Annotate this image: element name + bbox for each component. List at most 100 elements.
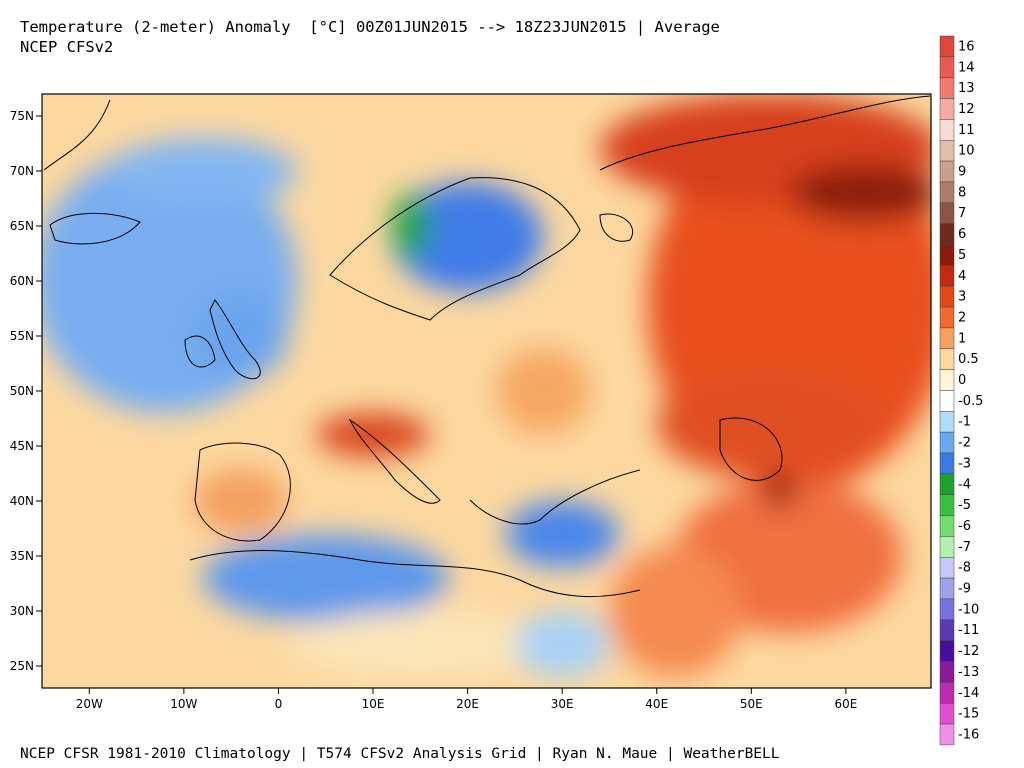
legend-swatch: [939, 577, 955, 600]
legend-label: 2: [958, 310, 966, 325]
legend-swatch: [939, 390, 955, 412]
lat-tick-label: 45N: [10, 439, 34, 453]
legend-label: 16: [958, 39, 975, 54]
legend-label: -4: [958, 477, 971, 492]
white-sea-coast: [599, 213, 633, 242]
anomaly-region-middle-east-warm: [609, 545, 742, 677]
legend-label: 12: [958, 102, 975, 117]
color-legend: 16 14 13 12 11 10 9 8 7 6 5 4 3 2 1 0.5 0 -0.5 -1 -2 -3 -4 -5 -…: [939, 35, 983, 746]
legend-label: -0.5: [958, 394, 983, 409]
legend-swatch: [939, 598, 955, 621]
legend-swatch: [939, 494, 955, 516]
anomaly-region-kazakhstan-warm: [656, 369, 884, 479]
anomaly-region-norway-mountains-very-cold: [391, 193, 430, 259]
legend-swatch: [939, 536, 955, 558]
legend-swatch: [939, 411, 955, 433]
lon-tick-label: 20E: [456, 697, 479, 711]
lon-tick-label: 40E: [645, 697, 668, 711]
legend-swatch: [939, 348, 955, 370]
arctic-coast: [599, 95, 931, 171]
legend-swatch: [939, 223, 955, 245]
lon-tick-label: 0: [275, 697, 283, 711]
anomaly-region-ukraine-warm: [495, 347, 591, 435]
britain-coast: [209, 299, 261, 380]
lat-tick-label: 60N: [10, 274, 34, 288]
legend-swatch: [939, 35, 955, 58]
legend-label: -14: [958, 686, 979, 701]
legend-swatch: [939, 723, 955, 746]
anomaly-region-eastern-med-cool: [505, 501, 619, 567]
legend-swatch: [939, 452, 955, 475]
legend-label: 7: [958, 206, 966, 221]
legend-label: -5: [958, 498, 971, 513]
lat-tick-label: 75N: [10, 109, 34, 123]
legend-label: 14: [958, 60, 975, 75]
legend-swatch: [939, 244, 955, 266]
legend-label: -9: [958, 582, 971, 597]
anomaly-region-caspian-hot: [760, 473, 799, 507]
anomaly-region-arabia-cool: [514, 611, 610, 677]
greenland-coast: [43, 99, 111, 171]
anomaly-regions: [42, 94, 931, 677]
anomaly-region-sahara-south-mild: [287, 611, 553, 677]
legend-swatch: [939, 515, 955, 537]
lat-tick-label: 55N: [10, 329, 34, 343]
legend-label: -6: [958, 519, 971, 534]
lat-tick-label: 65N: [10, 219, 34, 233]
lon-tick-label: 20W: [76, 697, 103, 711]
north-africa-coast: [189, 550, 641, 598]
lon-tick-label: 10W: [170, 697, 197, 711]
legend-label: 9: [958, 165, 966, 180]
lon-tick-label: 50E: [740, 697, 763, 711]
data-source-credit: NCEP CFSR 1981-2010 Climatology | T574 C…: [20, 746, 780, 762]
legend-label: -8: [958, 561, 971, 576]
lon-tick-label: 60E: [834, 697, 857, 711]
legend-swatch: [939, 473, 955, 495]
lat-tick-label: 25N: [10, 659, 34, 673]
lat-tick-label: 35N: [10, 549, 34, 563]
legend-label: 10: [958, 144, 975, 159]
lat-tick-label: 50N: [10, 384, 34, 398]
legend-label: 0.5: [958, 352, 979, 367]
legend-label: 11: [958, 123, 975, 138]
legend-label: 5: [958, 248, 966, 263]
legend-swatch: [939, 202, 955, 224]
legend-swatch: [939, 285, 955, 308]
legend-label: -11: [958, 623, 979, 638]
anomaly-region-north-africa-cool: [202, 534, 449, 622]
legend-swatch: [939, 431, 955, 454]
lat-tick-label: 40N: [10, 494, 34, 508]
lat-tick-label: 70N: [10, 164, 34, 178]
legend-swatch: [939, 56, 955, 78]
legend-label: -16: [958, 727, 979, 742]
legend-label: -15: [958, 707, 979, 722]
coastlines: [43, 95, 931, 598]
legend-label: 0: [958, 373, 966, 388]
legend-swatch: [939, 661, 955, 683]
legend-swatch: [939, 98, 955, 120]
map-panel: [42, 94, 931, 688]
legend-label: -12: [958, 644, 979, 659]
anomaly-region-british-isles-cool: [193, 292, 288, 380]
legend-swatch: [939, 702, 955, 725]
anomaly-region-iberia-warm: [193, 468, 288, 534]
model-subtitle: NCEP CFSv2: [20, 38, 114, 56]
legend-swatch: [939, 160, 955, 183]
legend-swatch: [939, 119, 955, 141]
legend-swatch: [939, 181, 955, 204]
greece-turkey-coast: [469, 469, 641, 525]
chart-title: Temperature (2-meter) Anomaly [°C] 00Z01…: [20, 18, 720, 36]
legend-label: -13: [958, 665, 979, 680]
legend-label: 13: [958, 81, 975, 96]
legend-label: -7: [958, 540, 971, 555]
lon-tick-label: 30E: [551, 697, 574, 711]
legend-label: -3: [958, 456, 971, 471]
iberia-coast: [194, 442, 291, 542]
legend-swatch: [939, 640, 955, 662]
caspian-coast: [719, 417, 783, 481]
legend-label: -10: [958, 602, 979, 617]
legend-swatch: [939, 306, 955, 329]
legend-swatch: [939, 619, 955, 641]
ireland-coast: [184, 335, 216, 368]
